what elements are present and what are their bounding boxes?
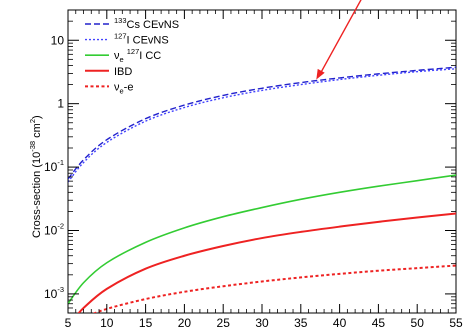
x-tick-label: 50 [411,316,425,330]
y-tick-label: 1 [57,97,64,111]
x-tick-label: 40 [333,316,347,330]
y-axis-title: Cross-section (10-38 cm2) [28,115,43,238]
legend-label-3: νe 127I CC [114,47,161,65]
series-line-5 [92,264,456,313]
series-line-1 [68,66,456,180]
y-tick-label: 10 [51,33,65,47]
annotation-arrow-head [316,68,325,80]
x-tick-label: 45 [372,316,386,330]
x-tick-label: 55 [449,316,463,330]
series-line-4 [77,212,456,313]
x-tick-label: 15 [139,316,153,330]
x-tick-label: 30 [255,316,269,330]
y-tick-label: 10-1 [44,158,64,174]
x-tick-label: 10 [100,316,114,330]
legend-label-4: IBD [114,66,132,78]
y-tick-label: 10-2 [44,221,64,237]
annotation-arrow-shaft [319,0,362,74]
y-tick-label: 10-3 [44,285,64,301]
series-line-3 [68,174,456,305]
x-tick-label: 35 [294,316,308,330]
series-group [68,66,456,313]
x-tick-label: 5 [65,316,72,330]
legend-label-5: νe-e [114,81,133,95]
legend-label-2: 127I CEvNS [114,32,169,47]
series-line-2 [68,68,456,183]
x-tick-label: 25 [217,316,231,330]
legend-label-1: 133Cs CEvNS [114,16,179,31]
x-tick-label: 20 [178,316,192,330]
